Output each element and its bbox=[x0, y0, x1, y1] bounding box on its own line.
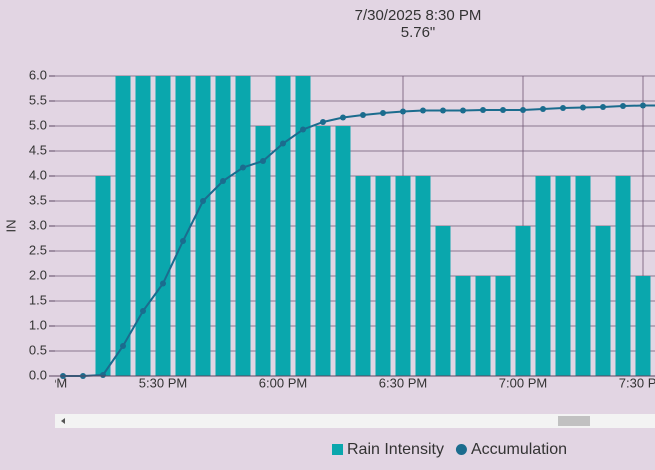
bar bbox=[575, 176, 591, 376]
accumulation-point bbox=[460, 107, 466, 114]
bar bbox=[435, 226, 451, 376]
y-tick-label: 0.5 bbox=[29, 342, 47, 357]
scroll-left-arrow[interactable] bbox=[61, 418, 65, 424]
x-tick-label: 7:00 PM bbox=[499, 375, 547, 390]
scroll-track[interactable] bbox=[55, 414, 655, 428]
bar bbox=[175, 76, 191, 376]
accumulation-point bbox=[380, 110, 386, 116]
y-tick-label: 5.5 bbox=[29, 92, 47, 107]
accumulation-point bbox=[580, 104, 586, 111]
bar bbox=[235, 76, 251, 376]
accumulation-point bbox=[280, 140, 286, 147]
bar bbox=[155, 76, 171, 376]
accumulation-point bbox=[440, 107, 446, 114]
bar bbox=[275, 76, 291, 376]
bar bbox=[475, 276, 491, 376]
accumulation-point bbox=[480, 107, 486, 113]
accumulation-point bbox=[340, 114, 346, 121]
bar bbox=[535, 176, 551, 376]
scrollbar[interactable] bbox=[55, 414, 655, 428]
chart-subtitle: 5.76" bbox=[401, 24, 436, 41]
y-tick-label: 0.0 bbox=[29, 367, 47, 382]
bar bbox=[555, 176, 571, 376]
scroll-thumb[interactable] bbox=[558, 416, 590, 426]
legend-swatch bbox=[332, 444, 343, 455]
accumulation-point bbox=[260, 158, 266, 164]
accumulation-point bbox=[320, 119, 326, 125]
y-axis-label: IN bbox=[3, 220, 18, 233]
accumulation-point bbox=[240, 164, 246, 171]
bar bbox=[115, 76, 131, 376]
bar bbox=[595, 226, 611, 376]
y-tick-label: 6.0 bbox=[29, 67, 47, 82]
accumulation-point bbox=[500, 107, 506, 113]
bar bbox=[355, 176, 371, 376]
y-tick-label: 2.5 bbox=[29, 242, 47, 257]
bar bbox=[635, 276, 651, 376]
bar bbox=[615, 176, 631, 376]
x-tick-label: 7:30 PM bbox=[619, 375, 655, 390]
accumulation-point bbox=[220, 178, 226, 184]
bar bbox=[255, 126, 271, 376]
bar bbox=[395, 176, 411, 376]
y-tick-label: 4.5 bbox=[29, 142, 47, 157]
accumulation-point bbox=[420, 107, 426, 114]
legend-label: Accumulation bbox=[471, 441, 567, 458]
y-tick-label: 1.0 bbox=[29, 317, 47, 332]
accumulation-point bbox=[520, 107, 526, 113]
bar bbox=[95, 176, 111, 376]
y-tick-label: 1.5 bbox=[29, 292, 47, 307]
accumulation-point bbox=[620, 103, 626, 109]
accumulation-point bbox=[140, 308, 146, 314]
y-tick-label: 3.0 bbox=[29, 217, 47, 232]
x-tick-label: 6:00 PM bbox=[259, 375, 307, 390]
bar bbox=[515, 226, 531, 376]
chart-title: 7/30/2025 8:30 PM bbox=[355, 7, 482, 24]
bar bbox=[135, 76, 151, 376]
accumulation-point bbox=[180, 238, 186, 244]
y-tick-label: 5.0 bbox=[29, 117, 47, 132]
accumulation-point bbox=[360, 112, 366, 118]
bar bbox=[335, 126, 351, 376]
bar bbox=[495, 276, 511, 376]
legend-swatch bbox=[455, 444, 467, 455]
x-tick-label: 5:30 PM bbox=[139, 375, 187, 390]
accumulation-point bbox=[200, 198, 206, 204]
accumulation-point bbox=[300, 126, 306, 133]
bar bbox=[215, 76, 231, 376]
accumulation-point bbox=[160, 280, 166, 287]
bar bbox=[375, 176, 391, 376]
bar bbox=[455, 276, 471, 376]
x-tick-label: 5:00 PM bbox=[19, 375, 67, 390]
y-tick-label: 2.0 bbox=[29, 267, 47, 282]
accumulation-point bbox=[560, 105, 566, 111]
y-tick-label: 3.5 bbox=[29, 192, 47, 207]
accumulation-point bbox=[600, 104, 606, 110]
bar bbox=[415, 176, 431, 376]
accumulation-point bbox=[540, 106, 546, 112]
accumulation-point bbox=[400, 108, 406, 115]
accumulation-point bbox=[120, 343, 126, 349]
bar bbox=[195, 76, 211, 376]
x-tick-label: 6:30 PM bbox=[379, 375, 427, 390]
accumulation-point bbox=[640, 102, 646, 109]
legend-label: Rain Intensity bbox=[347, 441, 444, 458]
y-tick-label: 4.0 bbox=[29, 167, 47, 182]
bar bbox=[315, 126, 331, 376]
bar bbox=[295, 76, 311, 376]
accumulation-point bbox=[100, 372, 106, 378]
